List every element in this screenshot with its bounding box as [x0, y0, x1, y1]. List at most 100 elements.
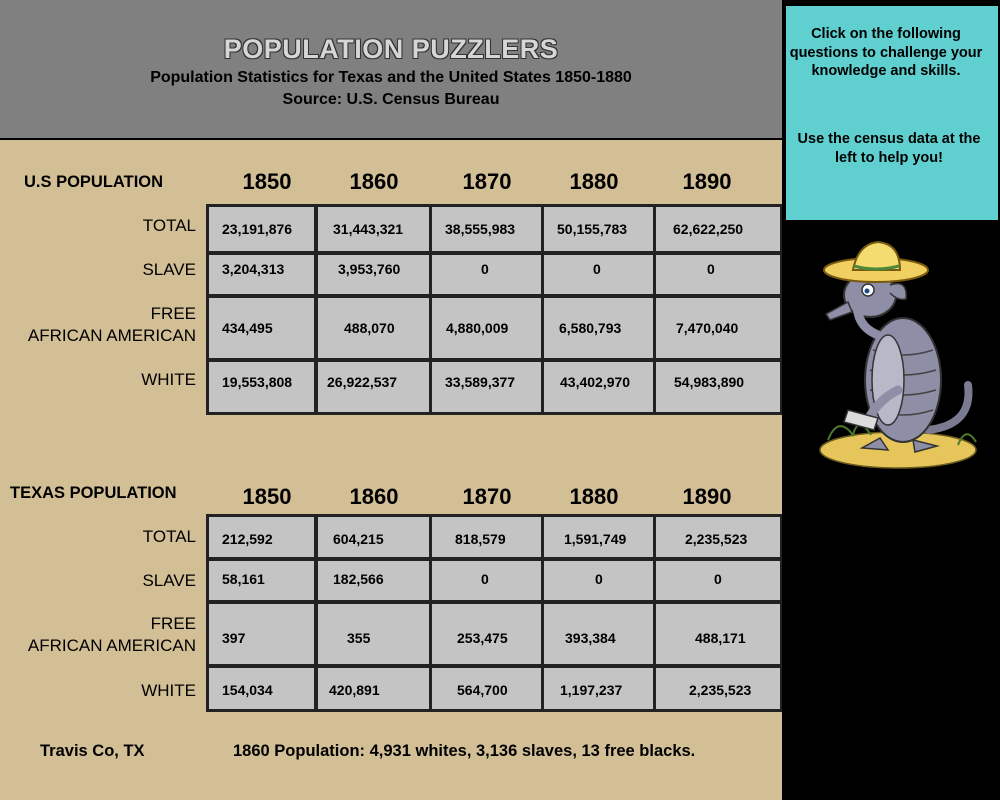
cell-value: 2,235,523: [689, 682, 752, 698]
us-section-title: U.S POPULATION: [24, 173, 164, 191]
table-cell: 43,402,970: [544, 362, 653, 412]
table-cell: 62,622,250: [656, 207, 780, 251]
table-cell: 6,580,793: [544, 298, 653, 358]
cell-value: 0: [707, 261, 715, 277]
table-cell: 355: [318, 604, 429, 664]
cell-value: 58,161: [222, 571, 265, 587]
us-row-label-3: WHITE: [141, 370, 196, 389]
cell-value: 355: [347, 630, 371, 646]
cell-value: 31,443,321: [333, 221, 404, 237]
table-cell: 38,555,983: [432, 207, 541, 251]
table-cell: 1,197,237: [544, 668, 653, 709]
table-cell: 154,034: [209, 668, 314, 709]
cell-value: 564,700: [457, 682, 508, 698]
cell-value: 182,566: [333, 571, 384, 587]
us-year-1870: 1870: [462, 169, 512, 194]
table-cell: 1,591,749: [544, 517, 653, 557]
cell-value: 0: [714, 571, 722, 587]
table-cell: 26,922,537: [318, 362, 429, 412]
table-cell: 4,880,009: [432, 298, 541, 358]
cell-value: 3,953,760: [338, 261, 401, 277]
footer-county-population: 1860 Population: 4,931 whites, 3,136 sla…: [233, 742, 696, 760]
tx-year-1890: 1890: [682, 484, 732, 509]
us-year-1880: 1880: [569, 169, 619, 194]
cell-value: 7,470,040: [676, 320, 739, 336]
cell-value: 212,592: [222, 531, 273, 547]
tx-row-label-0: TOTAL: [142, 527, 196, 546]
tx-year-1870: 1870: [462, 484, 512, 509]
table-cell: 3,204,313: [209, 255, 314, 294]
cell-value: 50,155,783: [557, 221, 628, 237]
us-row-label-1: SLAVE: [142, 260, 196, 279]
cell-value: 1,197,237: [560, 682, 623, 698]
header-banner: POPULATION PUZZLERS Population Statistic…: [0, 0, 782, 138]
table-cell: 3,953,760: [318, 255, 429, 294]
cell-value: 19,553,808: [222, 374, 293, 390]
cell-value: 0: [595, 571, 603, 587]
table-cell: 0: [544, 255, 653, 294]
table-cell: 23,191,876: [209, 207, 314, 251]
us-population-table: 23,191,876 31,443,321 38,555,983 50,155,783…: [206, 204, 782, 415]
table-cell: 393,384: [544, 604, 653, 664]
texas-population-table: 212,592 604,215 818,579 1,591,749 2,235,523 5…: [206, 514, 782, 712]
table-cell: 0: [656, 255, 780, 294]
cell-value: 1,591,749: [564, 531, 627, 547]
table-cell: 253,475: [432, 604, 541, 664]
cell-value: 253,475: [457, 630, 508, 646]
cell-value: 434,495: [222, 320, 273, 336]
us-row-label-0: TOTAL: [142, 216, 196, 235]
page-title: POPULATION PUZZLERS: [223, 34, 559, 64]
us-row-label-2: FREE AFRICAN AMERICAN: [27, 304, 196, 345]
cell-value: 4,880,009: [446, 320, 509, 336]
cell-value: 43,402,970: [560, 374, 631, 390]
cell-value: 23,191,876: [222, 221, 293, 237]
table-cell: 182,566: [318, 561, 429, 600]
tx-row-label-3: WHITE: [141, 681, 196, 700]
tx-row-label-2: FREE AFRICAN AMERICAN: [27, 614, 196, 655]
source-line: Source: U.S. Census Bureau: [282, 91, 500, 108]
table-cell: 7,470,040: [656, 298, 780, 358]
us-year-1890: 1890: [682, 169, 732, 194]
cell-value: 62,622,250: [673, 221, 744, 237]
table-cell: 0: [432, 255, 541, 294]
cell-value: 0: [481, 571, 489, 587]
footer-county-label: Travis Co, TX: [40, 742, 145, 760]
cell-value: 6,580,793: [559, 320, 622, 336]
table-cell: 2,235,523: [656, 668, 780, 709]
cell-value: 420,891: [329, 682, 380, 698]
table-cell: 2,235,523: [656, 517, 780, 557]
cell-value: 26,922,537: [327, 374, 398, 390]
cell-value: 393,384: [565, 630, 616, 646]
page-subtitle: Population Statistics for Texas and the …: [150, 69, 632, 86]
cell-value: 38,555,983: [445, 221, 516, 237]
table-cell: 50,155,783: [544, 207, 653, 251]
armadillo-icon: [819, 240, 977, 469]
texas-section-title: TEXAS POPULATION: [10, 484, 177, 502]
table-cell: 0: [432, 561, 541, 600]
table-cell: 54,983,890: [656, 362, 780, 412]
tx-row-label-1: SLAVE: [142, 571, 196, 590]
tx-year-1850: 1850: [242, 484, 292, 509]
us-year-1860: 1860: [349, 169, 399, 194]
table-cell: 818,579: [432, 517, 541, 557]
us-year-1850: 1850: [242, 169, 292, 194]
table-cell: 420,891: [318, 668, 429, 709]
table-cell: 33,589,377: [432, 362, 541, 412]
table-cell: 31,443,321: [318, 207, 429, 251]
instructions-box: Click on the following questions to chal…: [786, 6, 998, 220]
table-cell: 604,215: [318, 517, 429, 557]
table-cell: 0: [544, 561, 653, 600]
table-cell: 564,700: [432, 668, 541, 709]
cell-value: 604,215: [333, 531, 384, 547]
tx-year-1880: 1880: [569, 484, 619, 509]
cell-value: 3,204,313: [222, 261, 285, 277]
table-cell: 0: [656, 561, 780, 600]
table-cell: 434,495: [209, 298, 314, 358]
cell-value: 397: [222, 630, 246, 646]
table-cell: 19,553,808: [209, 362, 314, 412]
cell-value: 2,235,523: [685, 531, 748, 547]
table-cell: 488,070: [318, 298, 429, 358]
table-cell: 397: [209, 604, 314, 664]
instructions-text: Click on the following questions to chal…: [789, 26, 983, 79]
table-cell: 58,161: [209, 561, 314, 600]
